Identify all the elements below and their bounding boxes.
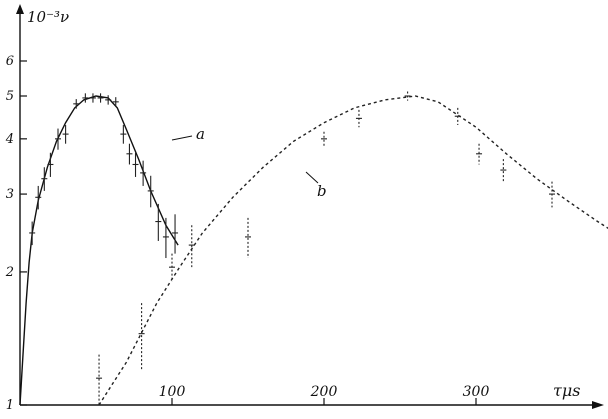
y-ticks: 1 2 3 4 5 6: [5, 54, 27, 413]
series-a-label-pointer: [171, 135, 193, 141]
y-tick-label-5: 5: [6, 89, 14, 104]
series-a-curve: [19, 95, 179, 406]
x-tick-label-100: 100: [159, 384, 186, 400]
series-b: [96, 91, 608, 406]
series-b-curve: [98, 95, 608, 406]
series-a-label: a: [196, 125, 205, 143]
y-tick-label-2: 2: [5, 265, 14, 280]
x-tick-label-300: 300: [463, 384, 490, 400]
y-tick-label-6: 6: [6, 54, 14, 69]
y-tick-label-4: 4: [5, 132, 14, 147]
x-axis-arrow: [592, 401, 604, 409]
curve-labels: a b: [171, 125, 327, 200]
y-axis-label: 10⁻³ν: [27, 8, 69, 26]
x-axis-label: τμs: [553, 381, 580, 400]
series-a: [19, 93, 179, 406]
series-b-label-pointer: [305, 171, 319, 184]
x-ticks: 100 200 300: [159, 384, 490, 405]
y-tick-label-3: 3: [6, 187, 14, 202]
y-axis-arrow: [16, 4, 24, 14]
x-tick-label-200: 200: [310, 384, 338, 400]
series-layer: [19, 91, 608, 406]
axes: [16, 4, 604, 409]
y-tick-label-1: 1: [6, 398, 14, 413]
series-b-label: b: [317, 182, 327, 200]
